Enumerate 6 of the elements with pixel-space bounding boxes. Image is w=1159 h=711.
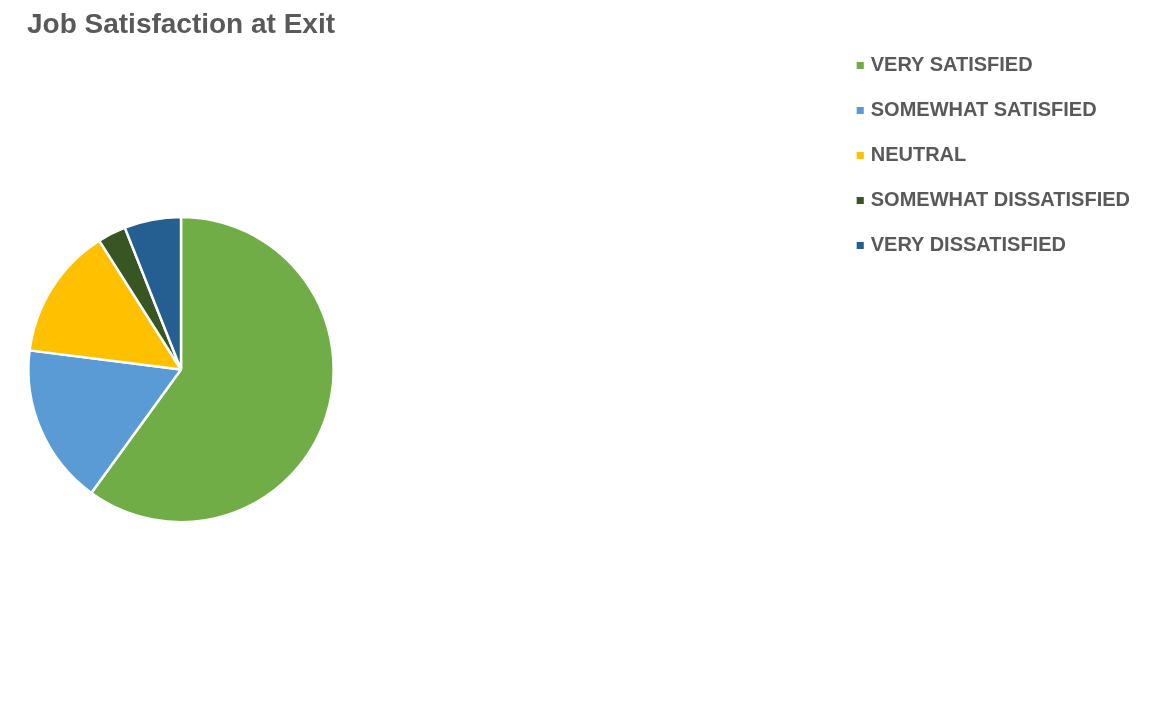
- legend-label: VERY DISSATISFIED: [870, 233, 1066, 256]
- legend-label: SOMEWHAT SATISFIED: [870, 98, 1097, 121]
- chart-title: Job Satisfaction at Exit: [26, 7, 336, 39]
- legend-label: SOMEWHAT DISSATISFIED: [870, 188, 1130, 211]
- legend-label: NEUTRAL: [870, 143, 967, 166]
- legend-label: VERY SATISFIED: [870, 53, 1033, 76]
